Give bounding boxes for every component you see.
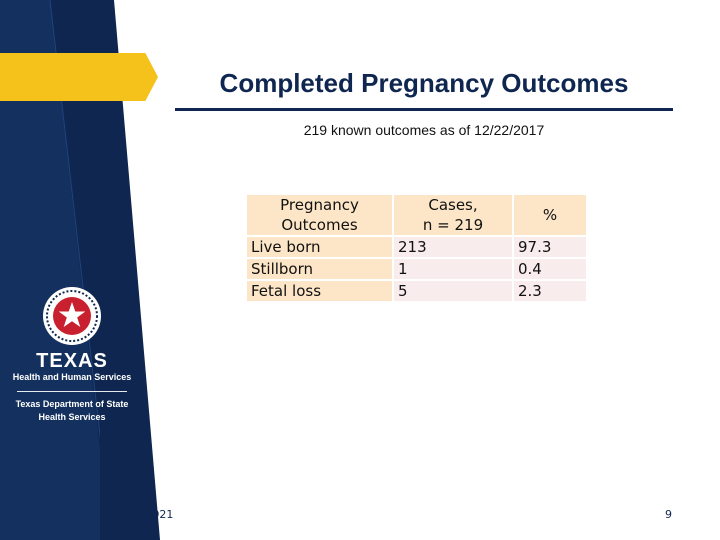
- cell-percent: 0.4: [512, 257, 588, 281]
- header-cases-line2: n = 219: [422, 216, 484, 234]
- cell-cases: 1: [392, 257, 514, 281]
- table-header-row: Pregnancy Outcomes Cases, n = 219 %: [245, 193, 588, 237]
- header-cases-line1: Cases,: [428, 196, 478, 214]
- footer-date: 3/11/2021: [117, 508, 174, 521]
- table-row: Live born 213 97.3: [245, 235, 588, 259]
- logo-texas-text: TEXAS: [36, 350, 108, 372]
- logo-dshs-line1: Texas Department of State: [15, 399, 129, 409]
- logo-divider: [17, 391, 127, 392]
- header-outcomes-line1: Pregnancy: [280, 196, 359, 214]
- header-cases: Cases, n = 219: [392, 193, 514, 237]
- table-row: Fetal loss 5 2.3: [245, 279, 588, 303]
- slide-title: Completed Pregnancy Outcomes: [219, 68, 629, 98]
- header-outcomes: Pregnancy Outcomes: [245, 193, 394, 237]
- table-row: Stillborn 1 0.4: [245, 257, 588, 281]
- cell-outcome: Fetal loss: [245, 279, 394, 303]
- logo-hhs-text: Health and Human Services: [12, 372, 132, 382]
- texas-hhs-logo: TEXAS Health and Human Services Texas De…: [8, 285, 136, 424]
- texas-seal-icon: [43, 287, 101, 345]
- title-underline: [175, 108, 673, 111]
- header-percent: %: [512, 193, 588, 237]
- side-stripe: [0, 0, 110, 540]
- cell-percent: 97.3: [512, 235, 588, 259]
- page-number: 9: [665, 508, 672, 521]
- outcomes-table: Pregnancy Outcomes Cases, n = 219 % Live…: [245, 193, 588, 303]
- logo-dshs-line2: Health Services: [38, 412, 106, 422]
- cell-cases: 5: [392, 279, 514, 303]
- cell-outcome: Live born: [245, 235, 394, 259]
- cell-outcome: Stillborn: [245, 257, 394, 281]
- side-edge: [100, 0, 160, 540]
- title-accent-band: [0, 53, 158, 101]
- side-decoration: [0, 0, 160, 540]
- slide-subtitle: 219 known outcomes as of 12/22/2017: [303, 122, 545, 138]
- cell-percent: 2.3: [512, 279, 588, 303]
- header-outcomes-line2: Outcomes: [281, 216, 358, 234]
- cell-cases: 213: [392, 235, 514, 259]
